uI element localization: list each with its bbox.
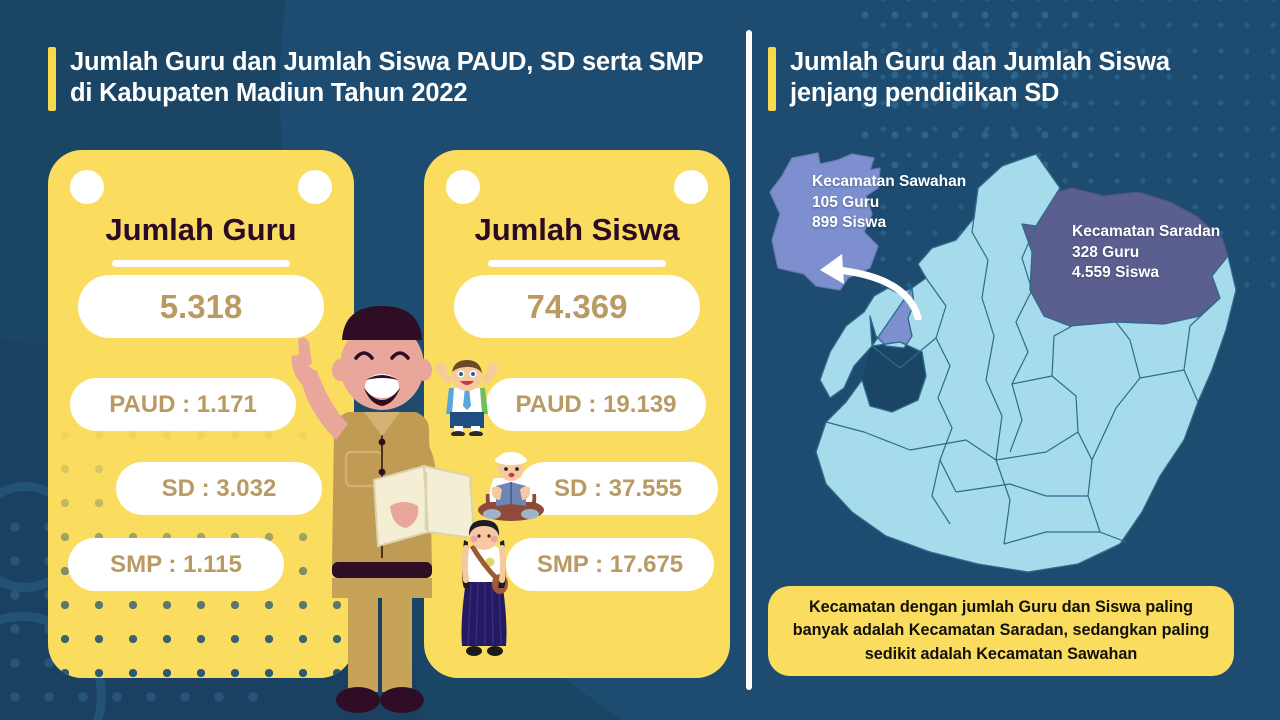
total-value-pill: 5.318 — [78, 275, 324, 338]
map-region-sawahan-callout — [769, 152, 881, 291]
stat-card-jumlah-guru: Jumlah Guru 5.318 PAUD : 1.171 SD : 3.03… — [48, 150, 354, 678]
map-label-saradan-students: 4.559 Siswa — [1072, 264, 1160, 282]
map-label-saradan-teachers: 328 Guru — [1072, 243, 1140, 261]
map-label-sawahan-teachers: 105 Guru — [812, 193, 880, 211]
breakdown-pill-sd: SD : 3.032 — [116, 462, 322, 515]
card-heading: Jumlah Guru — [105, 212, 297, 247]
map-label-sawahan-name: Kecamatan Sawahan — [812, 173, 967, 190]
map-label-saradan-name: Kecamatan Saradan — [1072, 223, 1221, 240]
kabupaten-madiun-map — [760, 140, 1260, 580]
card-heading-underline — [112, 260, 290, 267]
accent-bar-left — [48, 47, 56, 111]
left-panel-header: Jumlah Guru dan Jumlah Siswa PAUD, SD se… — [48, 47, 708, 111]
right-panel-header: Jumlah Guru dan Jumlah Siswa jenjang pen… — [768, 47, 1238, 111]
card-punch-hole-right — [674, 170, 708, 204]
breakdown-pill-paud: PAUD : 1.171 — [70, 378, 296, 431]
student-sd-illustration — [472, 448, 550, 522]
card-heading: Jumlah Siswa — [474, 212, 680, 247]
breakdown-pill-smp: SMP : 17.675 — [506, 538, 714, 591]
card-punch-hole-right — [298, 170, 332, 204]
total-value-pill: 74.369 — [454, 275, 700, 338]
map-caption-box: Kecamatan dengan jumlah Guru dan Siswa p… — [768, 586, 1234, 676]
card-heading-underline — [488, 260, 666, 267]
breakdown-pill-smp: SMP : 1.115 — [68, 538, 284, 591]
map-label-sawahan-students: 899 Siswa — [812, 214, 887, 232]
right-panel-title: Jumlah Guru dan Jumlah Siswa jenjang pen… — [790, 48, 1170, 108]
card-punch-hole-left — [70, 170, 104, 204]
background-dot-cluster-top-right — [850, 0, 1100, 170]
map-region-main-body — [815, 153, 1237, 573]
accent-bar-right — [768, 47, 776, 111]
map-label-saradan: Kecamatan Saradan 328 Guru 4.559 Siswa — [1072, 222, 1220, 284]
breakdown-pill-paud: PAUD : 19.139 — [486, 378, 706, 431]
map-caption-text: Kecamatan dengan jumlah Guru dan Siswa p… — [792, 597, 1210, 663]
card-punch-hole-left — [446, 170, 480, 204]
teacher-illustration — [278, 300, 488, 720]
left-panel-title: Jumlah Guru dan Jumlah Siswa PAUD, SD se… — [70, 48, 703, 108]
map-label-sawahan: Kecamatan Sawahan 105 Guru 899 Siswa — [812, 172, 966, 234]
panel-divider — [746, 30, 752, 690]
student-smp-illustration — [452, 518, 516, 658]
breakdown-pill-sd: SD : 37.555 — [518, 462, 718, 515]
student-paud-illustration — [432, 358, 502, 437]
map-callout-arrow — [790, 230, 930, 322]
